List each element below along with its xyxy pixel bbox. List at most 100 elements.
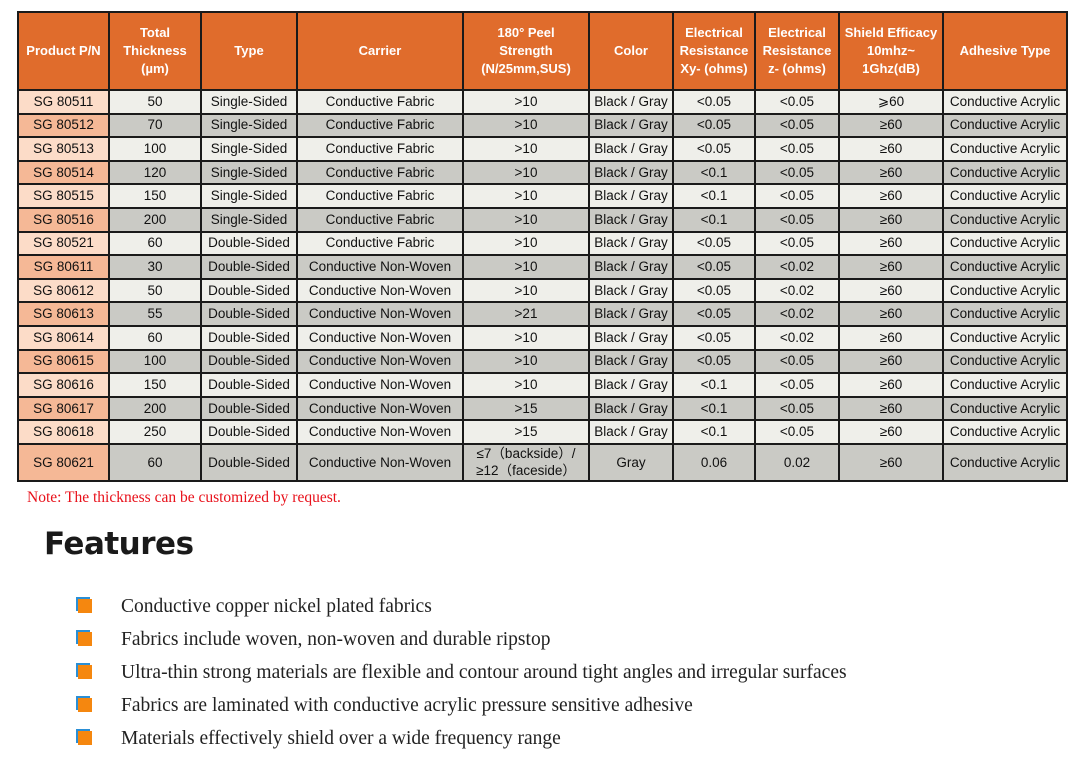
table-cell: 30 xyxy=(108,254,202,280)
column-header: Electrical Resistance z- (ohms) xyxy=(754,11,840,91)
table-cell: Conductive Fabric xyxy=(296,89,464,115)
table-cell: SG 80611 xyxy=(17,254,110,280)
table-cell: Conductive Acrylic xyxy=(942,183,1068,209)
table-cell: Conductive Acrylic xyxy=(942,254,1068,280)
table-cell: Conductive Acrylic xyxy=(942,89,1068,115)
features-title: Features xyxy=(44,526,194,562)
column-header-line: Electrical xyxy=(768,25,826,40)
feature-item: Ultra-thin strong materials are flexible… xyxy=(76,656,847,689)
table-cell: ≥60 xyxy=(838,159,944,186)
table-cell: <0.05 xyxy=(672,89,756,115)
table-cell: Black / Gray xyxy=(588,112,674,139)
table-cell: Black / Gray xyxy=(588,301,674,327)
table-cell: ≥60 xyxy=(838,183,944,209)
table-row: SG 80615 100 Double-Sided Conductive Non-Wo… xyxy=(17,348,1068,375)
table-row: SG 80521 60 Double-Sided Conductive Fabric >… xyxy=(17,230,1068,257)
table-cell: <0.05 xyxy=(754,230,840,257)
column-header-line: Total xyxy=(139,25,171,40)
table-row: SG 80617 200 Double-Sided Conductive Non-Wo… xyxy=(17,395,1068,422)
table-cell: >15 xyxy=(462,395,590,422)
table-cell: Conductive Acrylic xyxy=(942,301,1068,327)
table-cell: Conductive Acrylic xyxy=(942,112,1068,139)
table-cell: 70 xyxy=(108,112,202,139)
table-cell: 60 xyxy=(108,442,202,482)
table-cell: Gray xyxy=(588,442,674,482)
column-header-line: (N/25mm,SUS) xyxy=(481,61,571,76)
table-cell: Conductive Non-Woven xyxy=(296,254,464,280)
table-cell: Double-Sided xyxy=(200,419,298,445)
column-header: Total Thickness (µm) xyxy=(108,11,202,91)
table-cell: ⩾60 xyxy=(838,89,944,115)
column-header-line: Carrier xyxy=(358,43,402,58)
table-row: SG 80513 100 Single-Sided Conductive Fabric… xyxy=(17,136,1068,162)
table-row: SG 80612 50 Double-Sided Conductive Non-Wov… xyxy=(17,277,1068,304)
table-cell: >10 xyxy=(462,89,590,115)
table-row: SG 80611 30 Double-Sided Conductive Non-Wov… xyxy=(17,254,1068,280)
column-header-line: 1Ghz(dB) xyxy=(862,61,920,76)
table-cell: 200 xyxy=(108,395,202,422)
column-header-line: Product P/N xyxy=(26,43,101,58)
table-row: SG 80613 55 Double-Sided Conductive Non-Wov… xyxy=(17,301,1068,327)
column-header-line: Electrical xyxy=(685,25,743,40)
table-cell: Conductive Acrylic xyxy=(942,372,1068,398)
table-cell: Double-Sided xyxy=(200,442,298,482)
table-cell: <0.05 xyxy=(754,136,840,162)
table-cell: >10 xyxy=(462,206,590,233)
column-header-line: Thickness xyxy=(123,43,187,58)
table-cell: Double-Sided xyxy=(200,254,298,280)
square-bullet-icon xyxy=(78,697,92,712)
table-cell: >10 xyxy=(462,136,590,162)
table-row: SG 80621 60 Double-Sided Conductive Non-Wov… xyxy=(17,442,1068,482)
table-cell: 150 xyxy=(108,183,202,209)
table-cell: <0.05 xyxy=(672,277,756,304)
table-cell: Conductive Fabric xyxy=(296,206,464,233)
table-row: SG 80515 150 Single-Sided Conductive Fabric… xyxy=(17,183,1068,209)
table-cell: SG 80615 xyxy=(17,348,110,375)
table-cell: Single-Sided xyxy=(200,159,298,186)
table-cell: >10 xyxy=(462,372,590,398)
column-header-line: Adhesive Type xyxy=(959,43,1051,58)
table-cell: <0.02 xyxy=(754,277,840,304)
table-cell: <0.05 xyxy=(754,395,840,422)
column-header-line: z- (ohms) xyxy=(768,61,826,76)
table-cell: SG 80521 xyxy=(17,230,110,257)
column-header: Shield Efficacy 10mhz~ 1Ghz(dB) xyxy=(838,11,944,91)
table-cell: Conductive Acrylic xyxy=(942,442,1068,482)
table-cell: ≥60 xyxy=(838,348,944,375)
table-cell: Conductive Acrylic xyxy=(942,419,1068,445)
table-row: SG 80512 70 Single-Sided Conductive Fabric >… xyxy=(17,112,1068,139)
table-cell: <0.05 xyxy=(672,112,756,139)
table-cell: Black / Gray xyxy=(588,136,674,162)
feature-text: Fabrics are laminated with conductive ac… xyxy=(121,694,693,716)
table-cell: SG 80616 xyxy=(17,372,110,398)
table-cell: Black / Gray xyxy=(588,348,674,375)
table-cell: 60 xyxy=(108,230,202,257)
table-cell: <0.05 xyxy=(672,324,756,351)
table-cell: ≤7（backside）/≥12（faceside） xyxy=(462,442,590,482)
feature-item: Conductive copper nickel plated fabrics xyxy=(76,590,847,623)
column-header-line: (µm) xyxy=(141,61,169,76)
table-cell: Conductive Fabric xyxy=(296,230,464,257)
table-cell: Single-Sided xyxy=(200,89,298,115)
table-cell: ≥60 xyxy=(838,419,944,445)
table-cell: 120 xyxy=(108,159,202,186)
table-cell: 100 xyxy=(108,348,202,375)
table-cell: Single-Sided xyxy=(200,112,298,139)
table-cell: Conductive Acrylic xyxy=(942,206,1068,233)
table-cell: >10 xyxy=(462,230,590,257)
table-cell: >10 xyxy=(462,254,590,280)
table-cell: SG 80514 xyxy=(17,159,110,186)
table-cell: Conductive Acrylic xyxy=(942,277,1068,304)
table-cell: Black / Gray xyxy=(588,277,674,304)
table-cell: 0.06 xyxy=(672,442,756,482)
table-cell: Single-Sided xyxy=(200,206,298,233)
column-header: Carrier xyxy=(296,11,464,91)
table-cell: Black / Gray xyxy=(588,395,674,422)
square-bullet-icon xyxy=(78,631,92,646)
table-cell: Conductive Acrylic xyxy=(942,348,1068,375)
column-header-line: Xy- (ohms) xyxy=(680,61,748,76)
table-cell: 60 xyxy=(108,324,202,351)
table-cell: Conductive Fabric xyxy=(296,159,464,186)
table-cell: <0.05 xyxy=(754,206,840,233)
table-cell: Double-Sided xyxy=(200,372,298,398)
